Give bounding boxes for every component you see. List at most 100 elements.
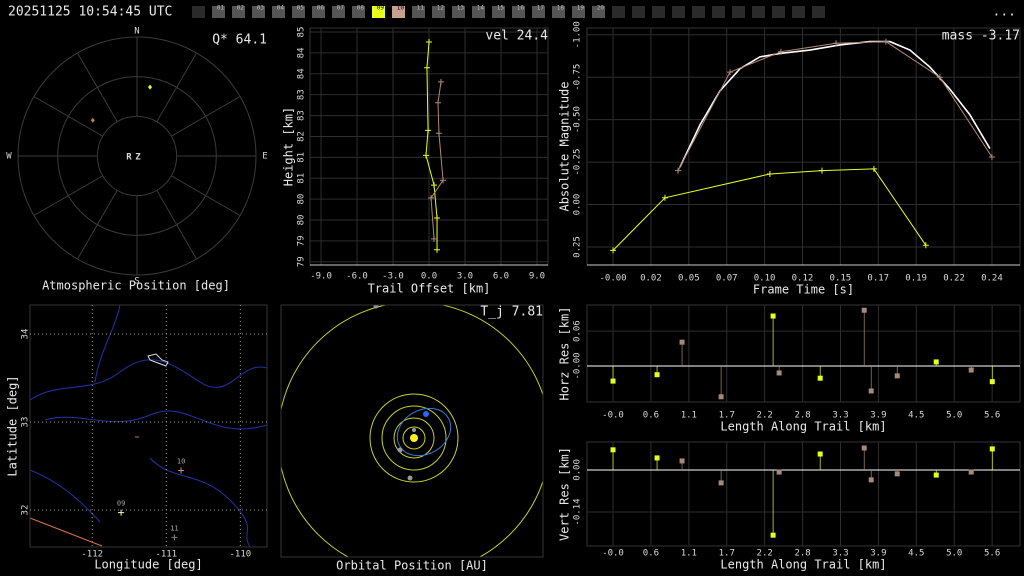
series-line — [425, 42, 438, 250]
camera-tab[interactable] — [472, 6, 485, 18]
camera-tab[interactable] — [512, 6, 525, 18]
x-tick-label: 3.9 — [870, 549, 886, 559]
camera-tab[interactable] — [392, 6, 405, 18]
x-tick-label: 0.24 — [981, 274, 1003, 284]
camera-label: 18 — [557, 5, 565, 12]
x-tick-label: -3.0 — [382, 272, 404, 282]
residual-point — [776, 469, 782, 475]
center-label: R — [126, 153, 132, 163]
camera-tab[interactable] — [352, 6, 365, 18]
camera-tab[interactable] — [452, 6, 465, 18]
lake-outline — [147, 353, 169, 367]
residual-point — [679, 458, 685, 464]
point-marker — [818, 167, 825, 174]
residual-point — [679, 339, 685, 345]
residual-point — [968, 367, 974, 373]
residual-point — [861, 307, 867, 313]
point-marker — [610, 247, 617, 254]
camera-tab[interactable] — [312, 6, 325, 18]
x-axis-label: Length Along Trail [km] — [720, 420, 886, 434]
camera-tab[interactable] — [492, 6, 505, 18]
camera-tab[interactable] — [432, 6, 445, 18]
x-tick-label: 3.0 — [457, 272, 473, 282]
camera-tab[interactable] — [572, 6, 585, 18]
y-axis-label: Vert Res [km] — [558, 447, 572, 541]
camera-tab[interactable] — [552, 6, 565, 18]
residual-point — [817, 451, 823, 457]
camera-tab[interactable] — [212, 6, 225, 18]
residual-point — [610, 447, 616, 453]
x-tick-label: 6.0 — [493, 272, 509, 282]
camera-label: 10 — [397, 5, 405, 12]
y-tick-label: 81 — [297, 152, 307, 163]
y-tick-label: 33 — [21, 417, 31, 428]
x-tick-label: 0.02 — [640, 274, 662, 284]
x-tick-label: 0.05 — [678, 274, 700, 284]
y-axis-label: Absolute Magnitude — [558, 81, 572, 211]
x-tick-label: 2.8 — [794, 549, 810, 559]
point-marker — [777, 48, 784, 55]
camera-tab — [652, 6, 665, 18]
camera-tab[interactable] — [372, 6, 385, 18]
camera-label: 09 — [377, 5, 385, 12]
camera-tab[interactable] — [412, 6, 425, 18]
x-tick-label: 1.1 — [681, 411, 697, 421]
x-tick-label: 0.12 — [792, 274, 814, 284]
y-tick-label: -0.25 — [573, 149, 583, 176]
orbit-plot — [281, 305, 543, 557]
series-line — [612, 168, 927, 251]
timestamp: 20251125 10:54:45 UTC — [8, 5, 172, 20]
point-marker — [661, 194, 668, 201]
camera-tab — [732, 6, 745, 18]
y-tick-label: 0.00 — [573, 459, 583, 481]
planet — [397, 447, 403, 453]
point-marker — [431, 235, 438, 242]
x-tick-label: 2.2 — [757, 549, 773, 559]
earth — [423, 411, 429, 417]
river — [94, 305, 121, 383]
camera-label: 20 — [597, 5, 605, 12]
annotation: vel 24.4 — [485, 29, 548, 44]
station-marker — [171, 534, 178, 541]
residual-point — [718, 480, 724, 486]
residual-point — [894, 471, 900, 477]
camera-tab[interactable] — [332, 6, 345, 18]
camera-label: 02 — [237, 5, 245, 12]
camera-tab[interactable] — [272, 6, 285, 18]
x-tick-label: 3.9 — [870, 411, 886, 421]
point-marker — [936, 74, 943, 81]
planet — [412, 428, 416, 432]
spoke — [33, 175, 103, 216]
menu-button[interactable]: ... — [993, 5, 1016, 20]
series-line — [430, 81, 444, 239]
point-marker — [437, 78, 444, 85]
point-marker — [426, 39, 432, 46]
camera-tab[interactable] — [232, 6, 245, 18]
camera-tab — [812, 6, 825, 18]
residual-point — [933, 359, 939, 365]
y-tick-label: -0.75 — [573, 64, 583, 91]
spoke — [33, 96, 103, 137]
camera-tab[interactable] — [592, 6, 605, 18]
residual-point — [868, 477, 874, 483]
residual-point — [989, 446, 995, 452]
camera-tab[interactable] — [292, 6, 305, 18]
camera-tab[interactable] — [532, 6, 545, 18]
x-tick-label: -112 — [81, 550, 103, 560]
y-tick-label: -0.00 — [573, 352, 583, 379]
y-tick-label: 85 — [297, 27, 307, 38]
plot-frame — [586, 304, 1021, 403]
plot-frame — [586, 441, 1021, 547]
camera-tab — [632, 6, 645, 18]
residual-point — [817, 375, 823, 381]
camera-tab — [792, 6, 805, 18]
residual-point — [861, 445, 867, 451]
river — [30, 469, 101, 523]
camera-tab[interactable] — [252, 6, 265, 18]
residual-point — [933, 472, 939, 478]
center-label: Z — [135, 153, 141, 163]
point-marker — [675, 167, 682, 174]
point-marker — [434, 215, 441, 222]
spoke — [171, 96, 241, 137]
x-axis-label: Orbital Position [AU] — [336, 559, 488, 573]
